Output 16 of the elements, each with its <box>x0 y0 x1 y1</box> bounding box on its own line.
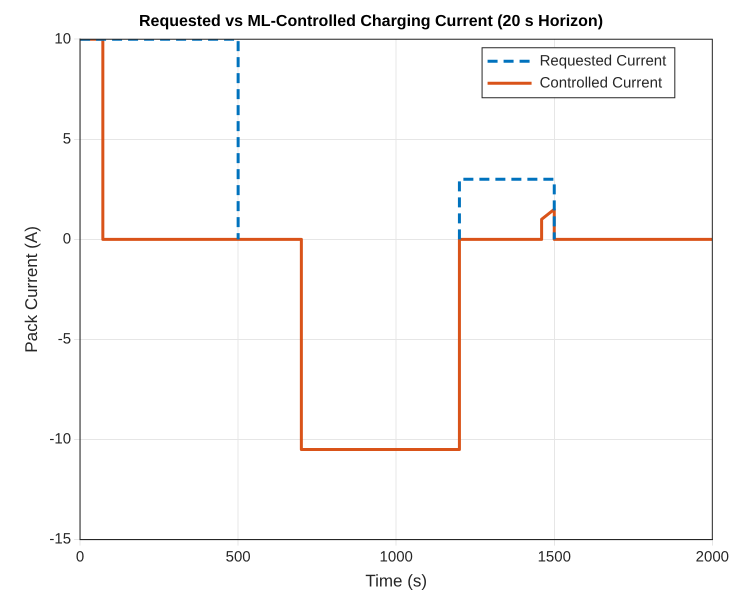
x-tick-label: 0 <box>76 548 84 566</box>
legend-label: Requested Current <box>540 52 668 70</box>
y-tick-label: 5 <box>62 130 72 148</box>
y-tick-label: 10 <box>54 30 72 48</box>
y-tick-label: -15 <box>49 530 72 548</box>
x-tick-label: 1000 <box>380 548 413 566</box>
y-tick-label: 0 <box>62 230 72 248</box>
legend-label: Controlled Current <box>540 74 663 92</box>
x-tick-label: 500 <box>226 548 251 566</box>
x-tick-label: 2000 <box>696 548 730 566</box>
x-tick-label: 1500 <box>538 548 571 566</box>
chart-title: Requested vs ML-Controlled Charging Current (20 s Horizon) <box>138 13 604 30</box>
y-tick-label: -5 <box>58 330 72 348</box>
x-axis-title: Time (s) <box>365 571 428 590</box>
y-axis-title: Pack Current (A) <box>22 226 41 353</box>
y-tick-label: -10 <box>49 430 72 448</box>
